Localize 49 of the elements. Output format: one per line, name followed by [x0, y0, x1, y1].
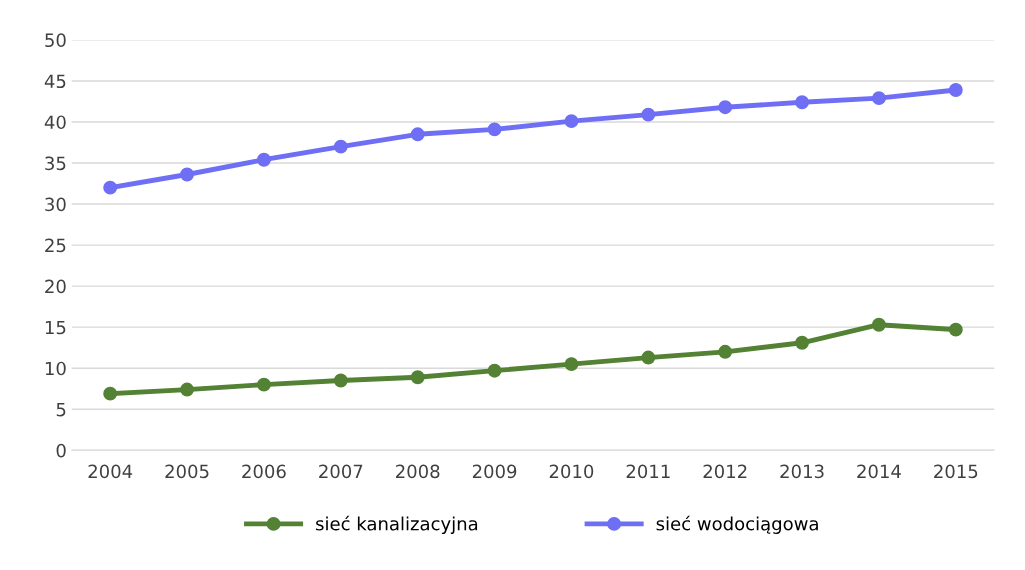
y-tick-label: 5 [56, 402, 66, 417]
x-tick-label: 2004 [88, 464, 133, 479]
point [487, 363, 502, 378]
x-tick-label: 2015 [934, 464, 978, 479]
point [948, 83, 963, 97]
point [103, 180, 118, 195]
point [641, 350, 656, 365]
point [410, 127, 425, 142]
y-tick-label: 10 [45, 361, 66, 376]
point [718, 100, 733, 115]
y-tick-label: 0 [56, 443, 66, 458]
x-tick-label: 2014 [857, 464, 901, 479]
point [795, 335, 810, 350]
point [410, 370, 425, 385]
legend-label: sieć kanalizacyjna [316, 515, 478, 534]
point [564, 357, 579, 372]
point [641, 107, 656, 122]
y-tick-label: 45 [44, 74, 66, 89]
point [180, 382, 195, 397]
y-tick-label: 35 [45, 156, 66, 171]
x-tick-label: 2005 [165, 464, 209, 479]
x-tick-label: 2013 [780, 464, 824, 479]
legend-label: sieć wodociągowa [656, 515, 818, 534]
y-tick-label: 50 [45, 33, 66, 48]
point [256, 152, 271, 167]
point [333, 373, 348, 388]
x-tick-label: 2008 [396, 464, 440, 479]
y-tick-label: 30 [45, 197, 66, 212]
y-tick-label: 20 [45, 279, 66, 294]
point [871, 91, 886, 106]
x-tick-label: 2011 [626, 464, 670, 479]
x-tick-label: 2009 [472, 464, 517, 479]
x-tick-label: 2012 [703, 464, 747, 479]
point [871, 317, 886, 332]
y-tick-label: 25 [45, 238, 66, 253]
y-tick-label: 40 [44, 115, 66, 130]
point [180, 167, 195, 182]
point [795, 95, 810, 110]
point [333, 139, 348, 154]
point [487, 122, 502, 137]
point [718, 344, 733, 359]
point [948, 322, 963, 337]
point [103, 386, 118, 401]
y-tick-label: 15 [45, 320, 66, 335]
x-tick-label: 2007 [319, 464, 363, 479]
x-tick-label: 2006 [242, 464, 286, 479]
x-tick-label: 2010 [549, 464, 594, 479]
point [256, 377, 271, 392]
point [564, 114, 579, 129]
